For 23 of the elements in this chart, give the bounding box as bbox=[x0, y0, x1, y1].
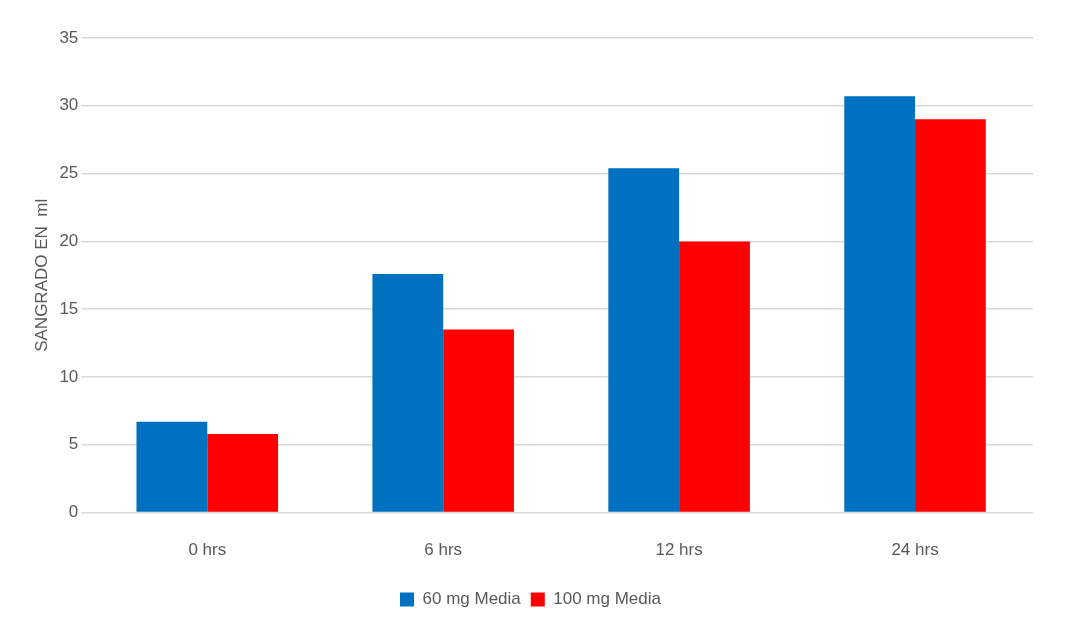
y-tick-label: 20 bbox=[59, 231, 79, 251]
y-tick-label: 30 bbox=[59, 95, 79, 115]
bar bbox=[136, 421, 208, 512]
x-tick-label: 12 hrs bbox=[655, 540, 703, 560]
bar bbox=[372, 273, 444, 512]
bar bbox=[915, 119, 986, 512]
bar bbox=[443, 329, 514, 512]
y-tick-label: 35 bbox=[59, 27, 79, 47]
x-tick-label: 24 hrs bbox=[891, 540, 939, 560]
y-axis-title: SANGRADO EN ml bbox=[31, 198, 51, 352]
y-tick-label: 25 bbox=[59, 163, 79, 183]
y-tick-label: 15 bbox=[59, 298, 79, 318]
x-tick-label: 0 hrs bbox=[188, 540, 227, 560]
legend-label: 60 mg Media bbox=[422, 589, 522, 609]
y-tick-label: 0 bbox=[68, 502, 79, 522]
bar bbox=[679, 241, 750, 512]
bar bbox=[608, 168, 680, 512]
bar bbox=[844, 96, 916, 512]
y-tick-label: 10 bbox=[59, 366, 79, 386]
bar bbox=[207, 433, 279, 512]
legend-label: 100 mg Media bbox=[553, 589, 662, 609]
x-tick-label: 6 hrs bbox=[424, 540, 463, 560]
y-tick-label: 5 bbox=[68, 434, 79, 454]
